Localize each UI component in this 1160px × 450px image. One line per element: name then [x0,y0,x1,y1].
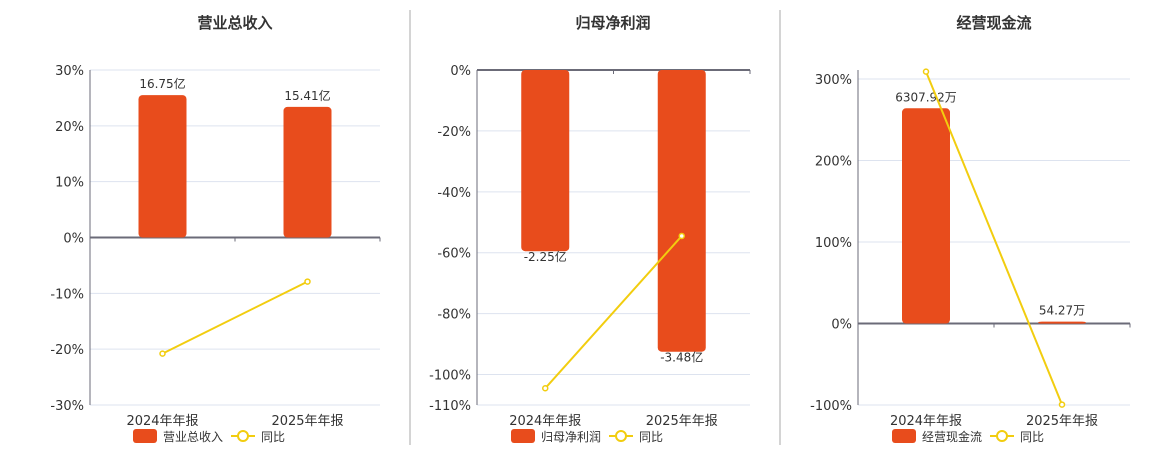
bar-data-label: 54.27万 [1039,304,1085,318]
x-category-label: 2024年年报 [890,414,962,429]
yoy-point [542,385,549,392]
y-tick-label: 0% [450,64,471,79]
chart-2: 归母净利润 0% -20% -40% -60% -80% -100% -110% -2.25亿 2… [429,14,751,444]
x-category-label: 2025年年报 [646,414,718,429]
yoy-point [1058,401,1066,408]
x-category-label: 2024年年报 [509,414,581,429]
y-tick-label: -10% [50,287,84,302]
y-tick-label: 30% [55,64,84,79]
chart-3: 经营现金流 300% 200% 100% 0% -100% 6307.92万 2024年年报 5… [810,14,1131,444]
y-tick-label: -100% [429,369,471,384]
yoy-point [678,232,685,240]
y-tick-label: 200% [815,154,852,169]
legend-line-label: 同比 [639,430,663,444]
legend-line-marker [996,430,1008,442]
yoy-line [925,71,1063,405]
y-tick-label: -40% [437,186,471,201]
yoy-point [922,68,930,75]
legend-bar-swatch [892,429,916,443]
x-category-label: 2024年年报 [126,414,198,429]
legend-bar-label: 营业总收入 [163,430,223,444]
legend-bar-label: 经营现金流 [922,429,982,444]
x-category-label: 2025年年报 [271,414,343,429]
legend-bar-swatch [511,429,535,443]
y-tick-label: 0% [63,232,84,247]
legend-line-label: 同比 [261,430,285,444]
bar [138,95,187,238]
bar [521,70,570,252]
yoy-line [544,235,683,389]
legend-line-label: 同比 [1020,430,1044,444]
bar [1038,321,1086,324]
bar [283,106,332,238]
chart-title: 营业总收入 [197,14,272,32]
yoy-line [162,280,308,355]
x-category-label: 2025年年报 [1026,414,1098,429]
chart-title: 归母净利润 [575,14,650,32]
legend-line-marker [237,430,249,442]
y-tick-label: -60% [437,247,471,262]
yoy-point [304,278,311,285]
y-tick-label: -80% [437,308,471,323]
bar [902,108,950,324]
legend-bar-label: 归母净利润 [541,430,601,444]
y-tick-label: 10% [55,176,84,191]
y-tick-label: -110% [429,399,471,414]
bar-data-label: -3.48亿 [660,350,703,365]
y-tick-label: -30% [50,399,84,414]
y-tick-label: -100% [810,399,852,414]
yoy-point [159,350,166,357]
y-tick-label: 100% [815,236,852,251]
bar [657,70,706,352]
legend-bar-swatch [133,429,157,443]
y-tick-label: 0% [831,317,852,332]
bar-data-label: 15.41亿 [284,88,330,103]
y-tick-label: -20% [437,125,471,140]
y-tick-label: 20% [55,120,84,135]
y-tick-label: -20% [50,343,84,358]
bar-data-label: 6307.92万 [895,90,957,104]
chart-title: 经营现金流 [956,14,1031,32]
bar-data-label: 16.75亿 [139,76,185,91]
chart-1: 营业总收入 30% 20% 10% 0% -10% -20% -30% 16.75亿 2024年年… [50,14,381,444]
bar-data-label: -2.25亿 [524,249,567,264]
y-tick-label: 300% [815,73,852,88]
legend-line-marker [615,430,627,442]
